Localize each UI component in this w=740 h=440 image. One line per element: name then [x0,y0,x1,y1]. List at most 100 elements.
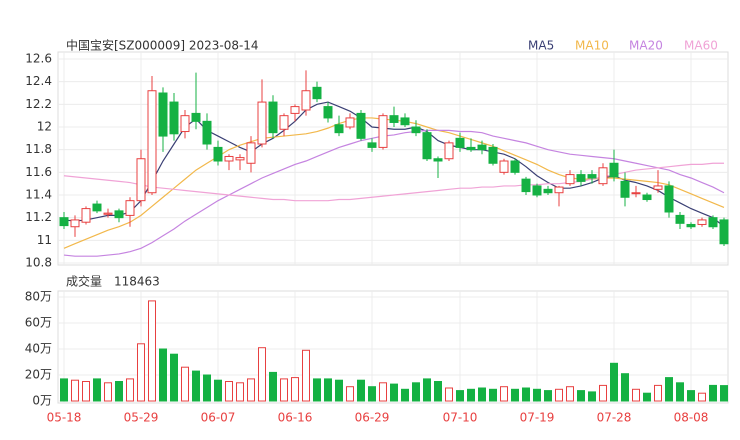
y-tick-label: 12.6 [25,52,52,66]
volume-bar [599,384,607,402]
candle-body [510,160,520,173]
candle-body [466,146,476,151]
candle-body [477,144,487,151]
volume-bar [192,370,200,402]
candle-body [81,208,91,223]
candle-body [334,124,344,134]
candle-body [609,162,619,178]
candle-body [389,115,399,123]
x-tick-label: 05-18 [47,411,82,425]
volume-bar [489,388,497,402]
chart-title: 中国宝安[SZ000009] 2023-08-14 [66,38,259,53]
volume-bar [291,377,299,402]
volume-bar [82,381,90,402]
volume-bar [214,379,222,402]
candle-body [224,155,234,162]
y-tick-label: 0万 [32,394,52,408]
volume-bar [148,300,156,402]
y-tick-label: 20万 [25,368,52,382]
candle-body [59,217,69,227]
candle-body [598,167,608,185]
volume-bar [434,381,442,402]
y-tick-label: 60万 [25,316,52,330]
volume-bar [93,378,101,402]
candle-body [422,132,432,160]
volume-bar [346,386,354,402]
candle-body [125,200,135,216]
volume-bar [456,390,464,402]
candle-body [136,158,146,202]
candle-body [433,158,443,162]
plot-frame [57,290,729,404]
candle-body [147,90,157,194]
candle-body [356,112,366,139]
candle-body [411,126,421,134]
y-tick-label: 11.6 [25,165,52,179]
legend-label: MA60 [684,39,718,53]
candle-body [576,174,586,182]
candle-body [499,160,509,173]
volume-bar [60,378,68,402]
candle-body [378,115,388,148]
volume-bar [247,378,255,402]
candle-body [664,185,674,213]
candle-body [279,115,289,130]
candle-body [268,101,278,134]
candle-body [290,106,300,114]
candle-body [323,106,333,119]
candle-body [653,185,663,190]
x-tick-label: 05-29 [124,411,159,425]
volume-bar [467,388,475,402]
volume-bar [687,390,695,402]
volume-latest: 118463 [114,275,160,289]
volume-bar [203,374,211,402]
candle-body [587,174,597,179]
y-tick-label: 11 [37,233,52,247]
volume-bar [280,378,288,402]
volume-bar [577,390,585,402]
volume-bar [115,381,123,402]
volume-bar [335,379,343,402]
volume-bar [445,387,453,402]
volume-bar [181,366,189,402]
x-tick-label: 07-19 [520,411,555,425]
candle-body [400,117,410,126]
candle-body [565,174,575,185]
candle-body [92,203,102,212]
x-tick-label: 08-08 [674,411,709,425]
volume-bar [269,371,277,402]
candle-body [631,192,641,195]
volume-title: 成交量 [66,274,102,289]
volume-bar [522,387,530,402]
candle-body [70,219,80,228]
candle-body [158,92,168,137]
volume-bar [621,373,629,402]
x-tick-label: 06-29 [355,411,390,425]
candle-body [675,214,685,224]
volume-bar [357,379,365,402]
volume-bar [170,353,178,402]
candle-body [103,212,113,215]
candle-body [532,185,542,196]
x-tick-label: 07-10 [443,411,478,425]
y-tick-label: 12 [37,120,52,134]
candle-body [708,217,718,228]
volume-bar [401,388,409,402]
volume-bar [324,378,332,402]
volume-bar [676,382,684,402]
y-tick-label: 11.2 [25,210,52,224]
volume-bar [533,388,541,402]
y-tick-label: 10.8 [25,256,52,270]
legend-label: MA10 [575,39,609,53]
y-tick-label: 40万 [25,342,52,356]
candle-body [257,101,267,145]
candle-body [202,120,212,145]
candle-body [554,186,564,194]
candle-body [301,90,311,111]
volume-bar [654,384,662,402]
volume-bar [390,383,398,402]
volume-bar [71,379,79,402]
y-tick-label: 80万 [25,290,52,304]
candle-body [246,142,256,164]
volume-bar [500,386,508,402]
